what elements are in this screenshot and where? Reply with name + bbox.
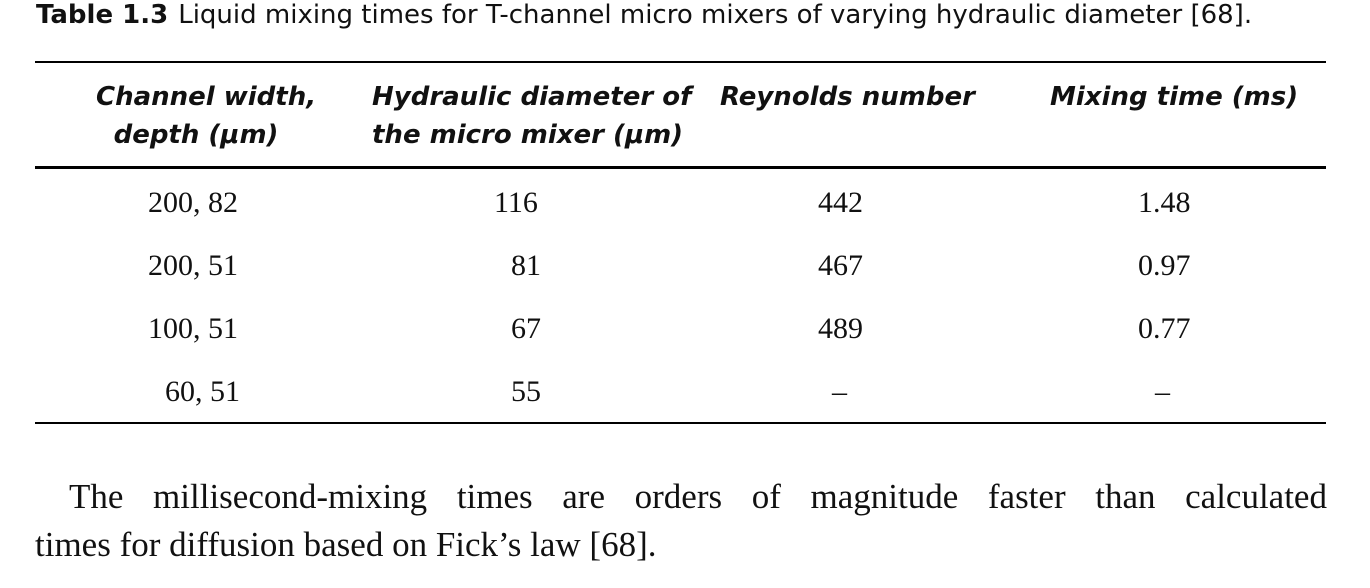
table-cell: 200, 51 (148, 249, 238, 282)
table-cell: 67 (511, 312, 541, 345)
table-cell: 200, 82 (148, 186, 238, 219)
table-cell: 0.97 (1138, 249, 1191, 282)
paragraph-line-1: The millisecond-mixing times are orders … (69, 477, 1327, 516)
table-cell: 467 (818, 249, 863, 282)
table-cell: 55 (511, 375, 541, 408)
table-cell: 81 (511, 249, 541, 282)
paragraph-line-2: times for diffusion based on Fick’s law … (35, 525, 657, 564)
table-cell: 442 (818, 186, 863, 219)
table-cell: 60, 51 (165, 375, 240, 408)
table-caption-text: Liquid mixing times for T-channel micro … (178, 0, 1253, 30)
header-hydraulic-diameter: Hydraulic diameter of the micro mixer (μ… (372, 82, 692, 150)
header-reynolds-number: Reynolds number (720, 82, 975, 112)
table-cell: – (1155, 375, 1170, 408)
table-cell: – (832, 375, 847, 408)
header-mixing-time: Mixing time (ms) (1050, 82, 1299, 112)
body-paragraph: The millisecond-mixing times are orders … (35, 473, 1327, 569)
table-caption: Table 1.3 Liquid mixing times for T-chann… (36, 0, 1336, 30)
table-cell: 1.48 (1138, 186, 1191, 219)
header-channel-width: Channel width, depth (μm) (96, 82, 317, 150)
table-top-rule (35, 61, 1326, 63)
table-cell: 489 (818, 312, 863, 345)
table-cell: 116 (494, 186, 538, 219)
table-caption-label: Table 1.3 (36, 0, 169, 30)
table-bottom-rule (35, 422, 1326, 424)
table-cell: 0.77 (1138, 312, 1191, 345)
table-cell: 100, 51 (148, 312, 238, 345)
table-header-rule (35, 166, 1326, 169)
